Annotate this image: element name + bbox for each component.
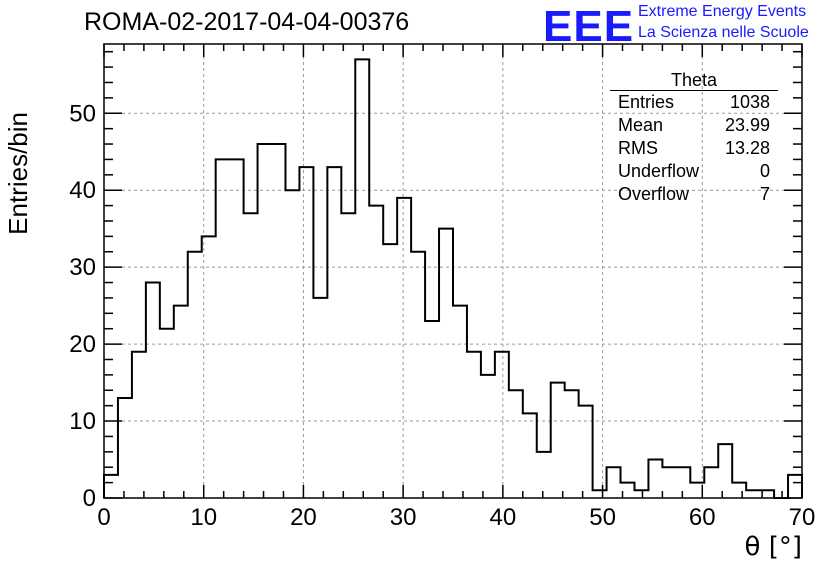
- stats-value: 7: [759, 184, 770, 204]
- eee-logo: EEE: [543, 2, 635, 51]
- stats-label: Mean: [618, 115, 664, 135]
- stats-row-underflow: Underflow 0: [610, 160, 778, 183]
- x-tick-label: 50: [589, 504, 616, 531]
- stats-label: Entries: [618, 92, 675, 112]
- stats-title: Theta: [610, 70, 778, 91]
- y-tick-label: 40: [69, 177, 96, 204]
- y-tick-label: 10: [69, 408, 96, 435]
- x-tick-label: 30: [390, 504, 417, 531]
- x-tick-label: 70: [789, 504, 816, 531]
- x-tick-label: 10: [190, 504, 217, 531]
- stats-row-overflow: Overflow 7: [610, 183, 778, 206]
- y-tick-label: 20: [69, 331, 96, 358]
- histogram-step-line: [103, 58, 803, 499]
- stats-row-rms: RMS 13.28: [610, 137, 778, 160]
- stats-label: Overflow: [618, 184, 690, 204]
- stats-row-entries: Entries 1038: [610, 91, 778, 114]
- stats-value: 1038: [729, 92, 770, 112]
- run-title: ROMA-02-2017-04-04-00376: [84, 8, 410, 36]
- logo-line-1: Extreme Energy Events: [638, 3, 807, 20]
- y-tick-label: 0: [83, 485, 96, 512]
- stats-label: Underflow: [618, 161, 700, 181]
- stats-value: 0: [759, 161, 770, 181]
- stats-row-mean: Mean 23.99: [610, 114, 778, 137]
- x-tick-label: 60: [689, 504, 716, 531]
- stats-box: Theta Entries 1038 Mean 23.99 RMS 13.28 …: [610, 70, 778, 206]
- logo-line-2: La Scienza nelle Scuole: [638, 24, 809, 41]
- x-tick-label: 40: [490, 504, 517, 531]
- y-tick-label: 30: [69, 254, 96, 281]
- stats-value: 23.99: [724, 115, 770, 135]
- plot-frame: [103, 43, 803, 499]
- y-tick-label: 50: [69, 100, 96, 127]
- x-tick-label: 0: [97, 504, 110, 531]
- x-tick-label: 20: [290, 504, 317, 531]
- y-axis-label: Entries/bin: [3, 112, 33, 235]
- grid-layer: [104, 44, 802, 498]
- stats-value: 13.28: [724, 138, 770, 158]
- x-axis-label: θ [°]: [744, 532, 802, 562]
- stats-label: RMS: [618, 138, 658, 158]
